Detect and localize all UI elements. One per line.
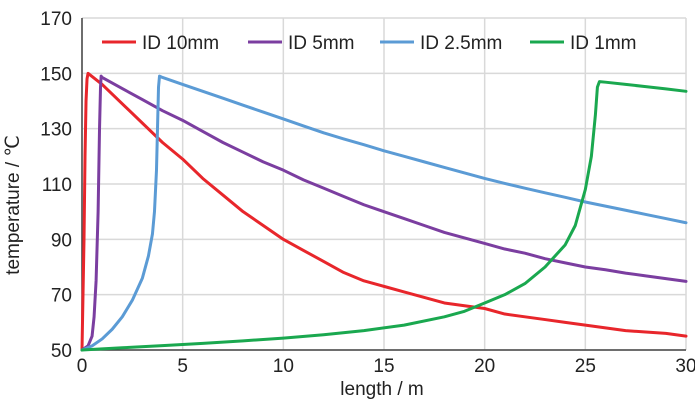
x-tick-label: 5 xyxy=(177,356,188,377)
legend-label-4: ID 1mm xyxy=(570,33,637,54)
legend-label-2: ID 5mm xyxy=(288,33,355,54)
series-line-4 xyxy=(80,80,688,352)
y-tick-label: 170 xyxy=(40,9,72,30)
y-tick-label: 130 xyxy=(40,120,72,141)
y-tick-label: 150 xyxy=(40,64,72,85)
y-tick-label: 90 xyxy=(51,230,72,251)
legend-label-3: ID 2.5mm xyxy=(420,33,502,54)
legend: ID 10mm ID 5mm ID 2.5mm ID 1mm xyxy=(102,33,637,54)
series-line-3 xyxy=(80,74,688,352)
x-tick-label: 15 xyxy=(373,356,394,377)
y-tick-label: 70 xyxy=(51,286,72,307)
series-line-2 xyxy=(80,74,688,352)
x-tick-label: 20 xyxy=(474,356,495,377)
y-tick-label: 110 xyxy=(42,175,72,196)
series-lines xyxy=(80,71,688,352)
y-tick-label: 50 xyxy=(51,341,72,362)
legend-label-1: ID 10mm xyxy=(142,33,219,54)
x-tick-label: 25 xyxy=(575,356,596,377)
x-tick-label: 0 xyxy=(77,356,88,377)
x-tick-label: 10 xyxy=(273,356,294,377)
grid xyxy=(81,17,687,351)
x-axis-title: length / m xyxy=(340,379,423,400)
tick-labels: 0 5 10 15 20 25 30 50 70 90 110 130 150 170 xyxy=(40,9,695,377)
y-axis-title: temperature / ℃ xyxy=(3,135,24,275)
x-tick-label: 30 xyxy=(675,356,695,377)
